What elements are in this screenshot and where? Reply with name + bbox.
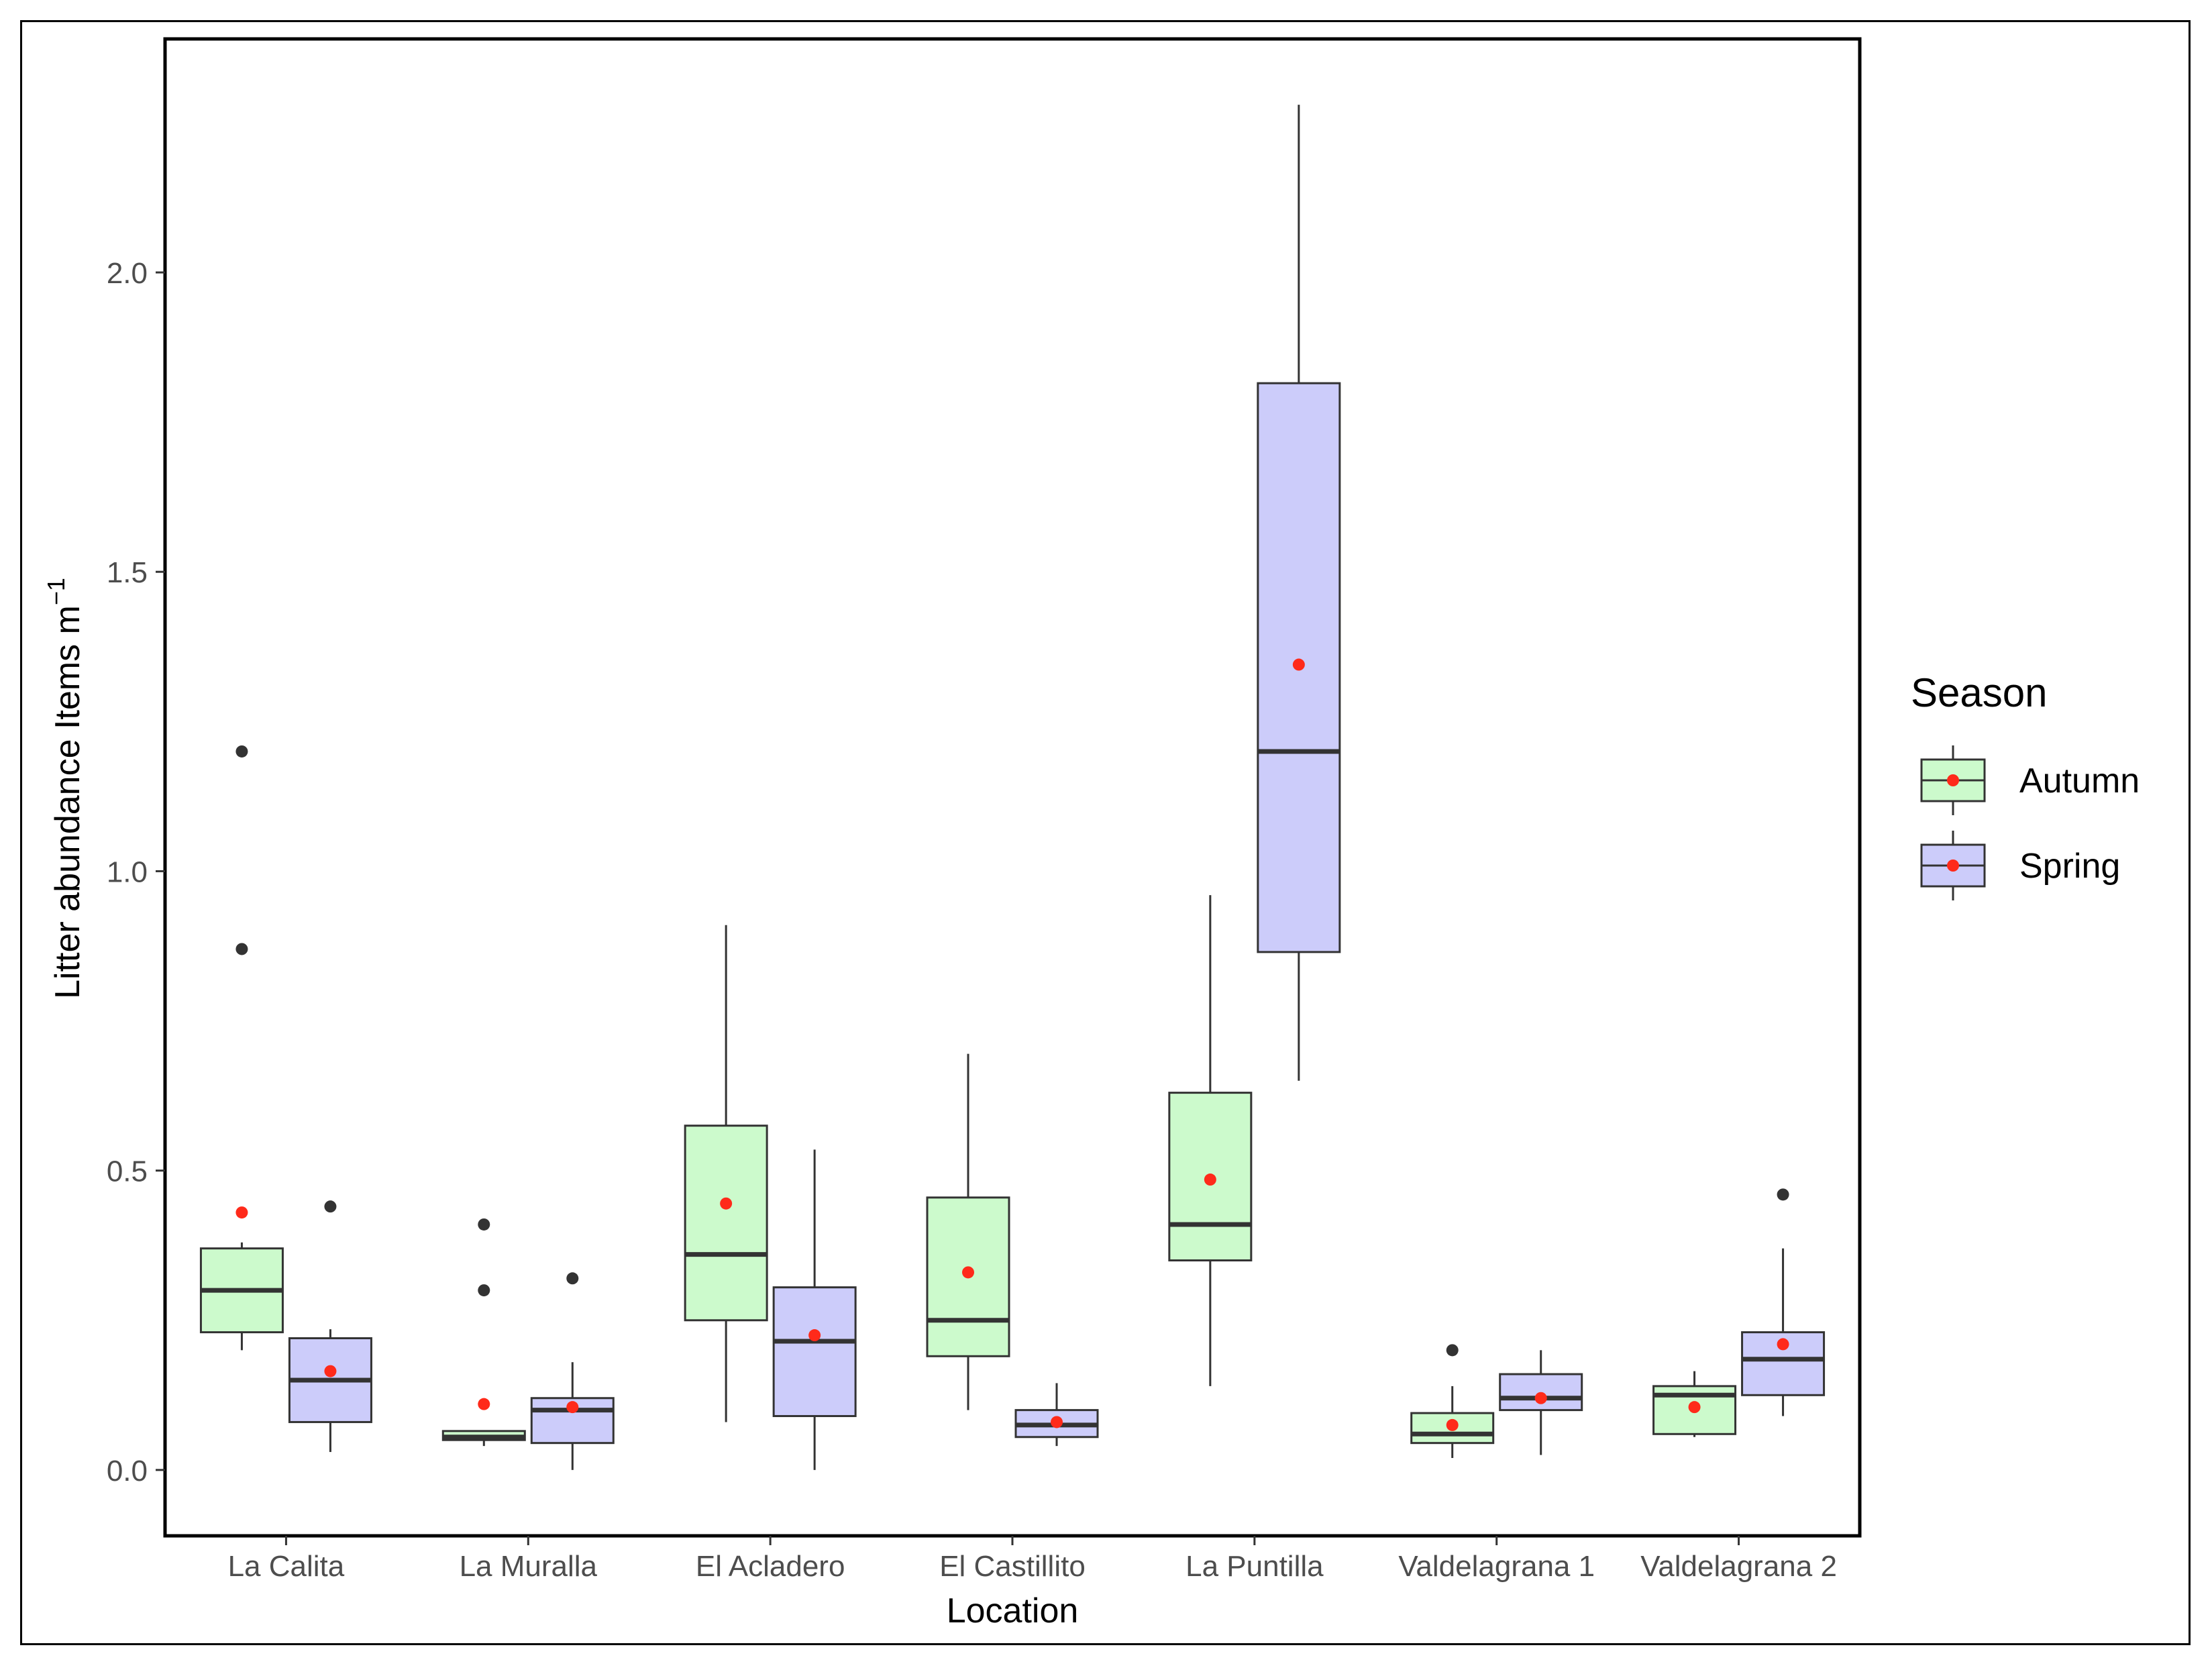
y-axis-title-main: Litter abundance Items m [48, 605, 87, 999]
y-tick-label: 2.0 [107, 257, 148, 290]
box-group-autumn [1168, 895, 1253, 1386]
mean-point [808, 1329, 821, 1342]
box-group-autumn [684, 925, 768, 1422]
mean-point [1777, 1338, 1789, 1351]
legend-entries: Autumn Spring [1920, 745, 2140, 900]
figure-frame [20, 20, 2191, 1645]
box-group-autumn [926, 1053, 1010, 1410]
outlier-point [566, 1272, 579, 1285]
box-group-spring [1257, 105, 1341, 1081]
box-group-spring [1741, 1188, 1826, 1416]
y-axis-title-superscript: −1 [42, 578, 70, 605]
box-group-autumn [1652, 1371, 1737, 1437]
mean-point [324, 1365, 337, 1377]
box-group-spring [288, 1200, 372, 1453]
y-axis-title: Litter abundance Items m−1 [42, 578, 87, 999]
box-group-autumn [441, 1218, 526, 1447]
y-tick-label: 1.5 [107, 556, 148, 589]
legend-entry-spring: Spring [1920, 831, 2120, 900]
box-group-spring [772, 1149, 857, 1470]
mean-point [478, 1398, 490, 1410]
x-axis-ticks: La Calita La Muralla El Acladero El Castill… [228, 1536, 1837, 1583]
y-tick-label: 0.5 [107, 1155, 148, 1188]
mean-point [566, 1401, 579, 1414]
mean-point [1534, 1392, 1547, 1404]
y-tick-label: 1.0 [107, 855, 148, 888]
box-group-autumn [199, 745, 284, 1351]
outlier-point [1446, 1344, 1459, 1357]
outlier-point [235, 745, 248, 758]
box-group-spring [530, 1272, 615, 1470]
mean-point [962, 1266, 974, 1279]
x-tick-label: El Acladero [696, 1550, 845, 1583]
mean-point [1688, 1401, 1701, 1414]
y-tick-label: 0.0 [107, 1455, 148, 1488]
legend-title: Season [1911, 670, 2048, 715]
mean-point [235, 1206, 248, 1219]
box-group-spring [1499, 1350, 1583, 1455]
x-tick-label: El Castillito [939, 1550, 1086, 1583]
y-axis-ticks: 0.0 0.5 1.0 1.5 2.0 [107, 257, 165, 1488]
mean-point [1292, 658, 1305, 671]
box-iqr [684, 1125, 768, 1322]
outlier-point [324, 1200, 337, 1213]
x-axis-title: Location [947, 1592, 1079, 1630]
x-tick-label: La Calita [228, 1550, 345, 1583]
plot-panel [163, 37, 1862, 1538]
mean-point [720, 1197, 733, 1210]
box-group-autumn [1410, 1344, 1495, 1458]
legend-key-mean [1947, 774, 1959, 786]
boxes-layer [199, 105, 1826, 1470]
x-tick-label: La Muralla [460, 1550, 598, 1583]
outlier-point [1777, 1188, 1789, 1201]
outlier-point [235, 943, 248, 955]
x-tick-label: Valdelagrana 1 [1398, 1550, 1595, 1583]
mean-point [1446, 1418, 1459, 1431]
legend-entry-autumn: Autumn [1920, 745, 2140, 815]
legend: Season Autumn Spring [1911, 670, 2140, 900]
x-tick-label: Valdelagrana 2 [1640, 1550, 1837, 1583]
legend-label: Spring [2019, 847, 2120, 886]
mean-point [1051, 1416, 1063, 1428]
box-group-spring [1014, 1383, 1099, 1447]
mean-point [1204, 1174, 1216, 1186]
legend-label: Autumn [2019, 762, 2140, 800]
x-tick-label: La Puntilla [1186, 1550, 1324, 1583]
outlier-point [478, 1284, 490, 1297]
legend-key-mean [1947, 859, 1959, 872]
box-iqr [772, 1286, 857, 1418]
outlier-point [478, 1218, 490, 1231]
